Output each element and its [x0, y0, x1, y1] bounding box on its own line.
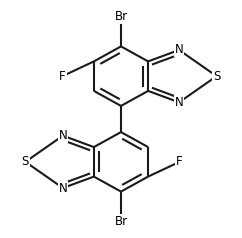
Text: F: F — [176, 155, 183, 168]
Text: N: N — [175, 96, 183, 109]
Text: Br: Br — [114, 215, 128, 228]
Text: N: N — [59, 129, 67, 142]
Text: N: N — [175, 44, 183, 56]
Text: Br: Br — [114, 10, 128, 23]
Text: N: N — [59, 182, 67, 194]
Text: S: S — [213, 70, 220, 83]
Text: F: F — [59, 70, 66, 83]
Text: S: S — [22, 155, 29, 168]
